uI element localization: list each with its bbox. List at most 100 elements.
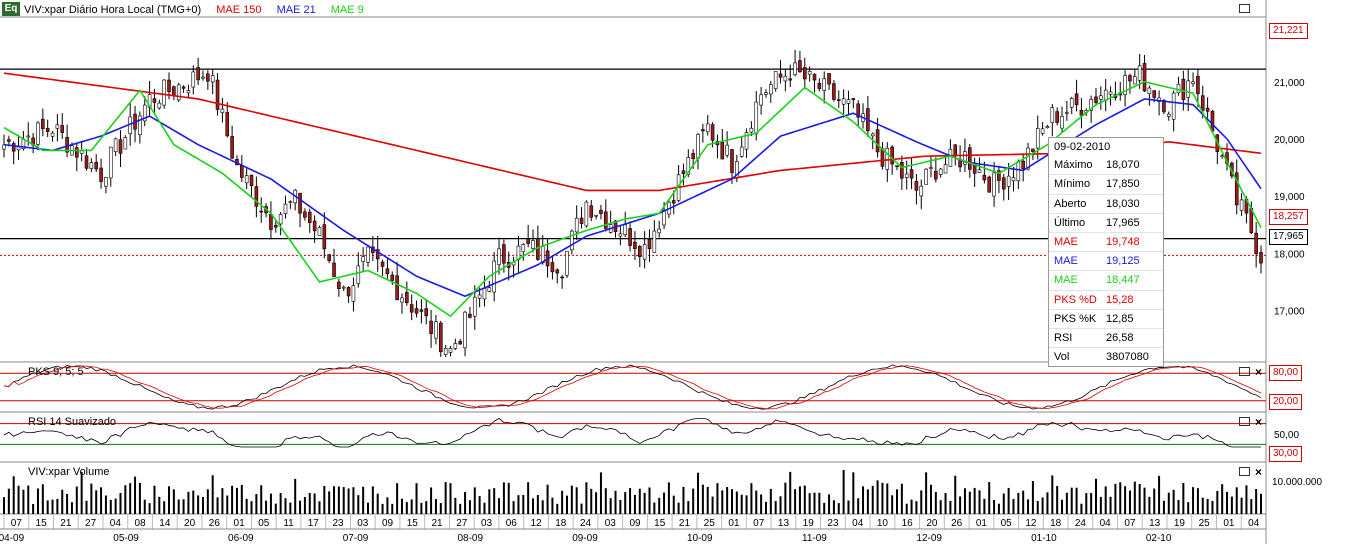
volume-bar [434, 499, 437, 514]
tooltip-key: Mínimo [1054, 178, 1091, 191]
volume-bar [1080, 503, 1083, 514]
date-axis-label: 20 [184, 518, 196, 529]
volume-bar [682, 486, 685, 514]
volume-bar [279, 493, 282, 514]
date-axis-label: 06 [506, 518, 518, 529]
volume-bar [1245, 485, 1248, 514]
date-axis-label: 09 [382, 518, 394, 529]
tooltip-row: PKS %D 15,28 [1049, 289, 1163, 309]
candle-body [390, 274, 395, 281]
candle-body [162, 79, 166, 106]
candle-body [1210, 110, 1215, 132]
date-axis-label: 18 [555, 518, 567, 529]
tooltip-value: 12,85 [1106, 312, 1134, 325]
candle-body [705, 123, 710, 133]
volume-bar [755, 490, 758, 514]
candle-body [671, 200, 676, 204]
rsi-title[interactable]: RSI 14 Suavizado [28, 416, 117, 428]
candle-body [434, 321, 438, 339]
volume-bar [847, 500, 850, 514]
volume-bar [46, 500, 49, 514]
volume-bar [90, 483, 93, 514]
candle-body [1239, 199, 1244, 211]
volume-bar [1167, 492, 1170, 514]
candle-body [637, 246, 642, 257]
volume-bar [842, 469, 845, 514]
candle-body [822, 78, 827, 91]
volume-bar [80, 471, 83, 514]
candle-body [482, 288, 487, 300]
volume-bar [231, 485, 234, 514]
volume-bar [638, 488, 641, 514]
tooltip-row: Máximo 18,070 [1049, 156, 1163, 174]
volume-bar [614, 490, 617, 514]
candle-body [948, 148, 953, 167]
volume-bar [226, 495, 229, 514]
candle-body [1152, 90, 1157, 98]
maximize-rsi-pane-icon[interactable] [1239, 417, 1250, 426]
date-axis-label: 07 [1124, 518, 1136, 529]
volume-bar [769, 488, 772, 514]
tooltip-value: 26,58 [1106, 331, 1134, 344]
volume-bar [541, 500, 544, 514]
volume-bar [706, 486, 709, 514]
volume-bar [828, 494, 831, 514]
month-axis-label: 06-09 [228, 533, 254, 544]
maximize-price-pane-icon[interactable] [1239, 4, 1250, 13]
candle-body [157, 102, 162, 109]
volume-bar [366, 502, 369, 514]
date-axis-label: 26 [209, 518, 221, 529]
volume-bar [997, 503, 1000, 514]
date-axis-label: 03 [481, 518, 493, 529]
date-axis-label: 03 [357, 518, 369, 529]
candle-body [463, 311, 467, 349]
volume-bar [400, 498, 403, 514]
candle-body [977, 169, 982, 173]
stochastic-title[interactable]: PKS 9; 5; 5 [28, 366, 84, 378]
candle-body [307, 211, 312, 223]
volume-bar [1158, 475, 1161, 514]
candle-body [594, 214, 598, 217]
candle-body [584, 201, 589, 227]
volume-bar [900, 483, 903, 514]
candle-body [904, 173, 909, 178]
candle-body [108, 146, 113, 179]
candle-body [798, 60, 802, 73]
volume-bar [1230, 496, 1233, 514]
maximize-stoch-pane-icon[interactable] [1239, 367, 1250, 376]
volume-bar [1124, 486, 1127, 514]
close-rsi-pane-icon[interactable]: × [1255, 415, 1263, 429]
candle-body [312, 220, 317, 232]
volume-bar [1206, 499, 1209, 514]
candle-body [395, 275, 399, 301]
date-axis-label: 05 [1001, 518, 1013, 529]
candle-body [269, 213, 273, 230]
date-axis-label: 07 [11, 518, 23, 529]
indicator-mae9[interactable]: MAE 9 [330, 4, 364, 16]
volume-bar [17, 485, 20, 514]
tooltip-value: 17,965 [1106, 216, 1140, 229]
candle-body [759, 94, 763, 106]
candle-body [739, 146, 744, 157]
volume-bar [726, 487, 729, 514]
month-axis-label: 01-10 [1031, 533, 1057, 544]
indicator-mae21[interactable]: MAE 21 [276, 4, 316, 16]
volume-bar [1046, 492, 1049, 514]
date-axis-label: 21 [431, 518, 443, 529]
volume-bar [488, 489, 491, 514]
candle-body [176, 84, 181, 101]
volume-bar [993, 500, 996, 514]
candle-body [1021, 160, 1025, 170]
volume-bar [886, 483, 889, 514]
volume-bar [187, 491, 190, 514]
volume-bar [832, 500, 835, 514]
volume-bar [1022, 490, 1025, 514]
indicator-mae150[interactable]: MAE 150 [216, 4, 262, 16]
candle-body [1142, 63, 1147, 92]
close-stoch-pane-icon[interactable]: × [1255, 365, 1263, 379]
candle-body [351, 285, 356, 302]
maximize-volume-pane-icon[interactable] [1239, 467, 1250, 476]
close-volume-pane-icon[interactable]: × [1255, 465, 1263, 479]
candle-body [909, 169, 914, 179]
symbol-title[interactable]: VIV:xpar Diário Hora Local (TMG+0) [24, 4, 202, 16]
